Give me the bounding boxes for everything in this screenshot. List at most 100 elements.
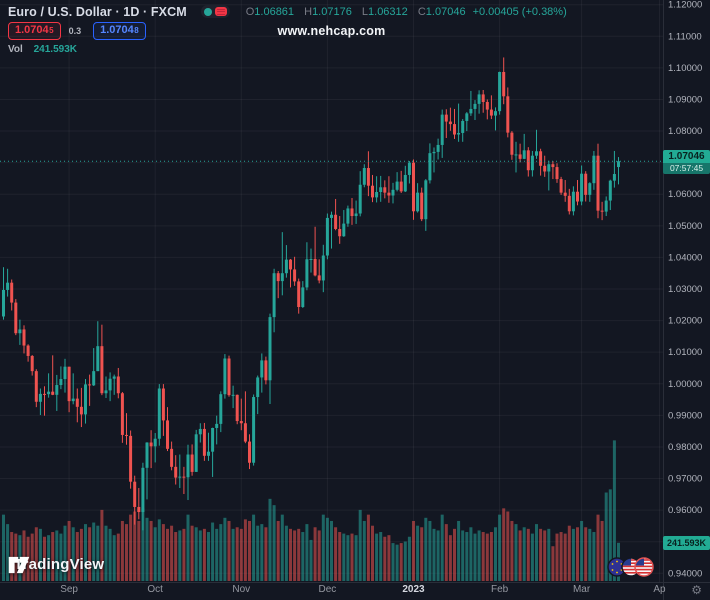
candle-body bbox=[440, 114, 444, 145]
candle-body bbox=[526, 150, 530, 171]
volume-bar bbox=[71, 527, 75, 581]
candle-body bbox=[10, 282, 14, 303]
volume-bar bbox=[137, 520, 141, 581]
volume-bar bbox=[399, 543, 403, 581]
volume-bar bbox=[153, 527, 157, 581]
candle-body bbox=[481, 94, 485, 102]
candle-body bbox=[412, 162, 415, 212]
volume-bar bbox=[358, 509, 362, 581]
candle-wick bbox=[564, 180, 566, 202]
candle-body bbox=[297, 281, 301, 308]
volume-bar bbox=[51, 532, 55, 581]
candle-body bbox=[518, 154, 522, 159]
candle-body bbox=[18, 329, 22, 334]
volume-label: Vol bbox=[8, 44, 23, 55]
symbol-title[interactable]: Euro / U.S. Dollar · 1D · FXCM bbox=[8, 4, 187, 19]
axis-settings-gear-icon[interactable]: ⚙ bbox=[691, 583, 702, 597]
candle-wick bbox=[433, 147, 435, 173]
candle-body bbox=[387, 192, 391, 196]
volume-bar bbox=[313, 527, 317, 581]
price-axis[interactable]: 1.120001.110001.100001.090001.080001.070… bbox=[668, 0, 702, 579]
volume-bar bbox=[141, 508, 145, 581]
close-label: C bbox=[417, 5, 426, 18]
candle-body bbox=[112, 376, 116, 379]
volume-bar bbox=[84, 524, 87, 581]
candle-body bbox=[104, 390, 108, 394]
candle-body bbox=[436, 144, 440, 152]
candle-body bbox=[178, 476, 182, 478]
candle-body bbox=[149, 442, 153, 447]
volume-bar bbox=[489, 532, 493, 581]
volume-bar bbox=[6, 524, 10, 581]
volume-bar bbox=[596, 514, 600, 581]
last-price-value: 1.07046 bbox=[663, 150, 710, 163]
candle-body bbox=[600, 210, 604, 212]
volume-bar bbox=[239, 528, 243, 581]
candle-body bbox=[489, 109, 493, 116]
volume-bar bbox=[453, 528, 456, 581]
last-price-axis-badge[interactable]: 1.07046 07:57:45 bbox=[663, 150, 710, 174]
candle-body bbox=[608, 180, 612, 201]
volume-bar bbox=[506, 511, 510, 581]
candle-body bbox=[453, 124, 456, 135]
time-axis-label: Nov bbox=[232, 584, 250, 595]
volume-bar bbox=[551, 546, 555, 581]
sell-price-button[interactable]: 1.0704 5 bbox=[8, 22, 61, 40]
candle-wick bbox=[216, 415, 218, 445]
candle-body bbox=[202, 428, 206, 456]
candle-body bbox=[239, 421, 243, 424]
candle-wick bbox=[376, 176, 378, 203]
visibility-dot-icon bbox=[203, 7, 212, 16]
volume-bar bbox=[55, 530, 59, 581]
candle-body bbox=[243, 423, 247, 442]
series-visibility-toggle[interactable] bbox=[200, 5, 230, 18]
candle-body bbox=[190, 454, 194, 472]
candle-wick bbox=[89, 374, 91, 406]
candle-wick bbox=[519, 143, 521, 163]
volume-bar bbox=[567, 525, 571, 581]
volume-bar bbox=[309, 539, 313, 581]
volume-bar bbox=[469, 527, 473, 581]
candle-wick bbox=[449, 107, 451, 131]
candle-wick bbox=[146, 442, 148, 500]
volume-bar bbox=[518, 530, 522, 581]
time-axis[interactable]: Sep Oct Nov Dec 2023 Feb Mar Ap bbox=[60, 584, 666, 595]
candle-wick bbox=[318, 259, 320, 284]
candle-wick bbox=[515, 141, 517, 173]
volume-bar bbox=[379, 532, 383, 581]
price-tick-label: 0.99000 bbox=[668, 410, 702, 421]
candle-body bbox=[235, 394, 239, 422]
price-tick-label: 1.04000 bbox=[668, 252, 702, 263]
volume-bar bbox=[104, 525, 108, 581]
volume-bar bbox=[325, 517, 329, 581]
tradingview-logo-text: TradingView bbox=[14, 556, 105, 573]
candle-body bbox=[166, 420, 169, 449]
price-tick-label: 1.03000 bbox=[668, 284, 702, 295]
buy-price-button[interactable]: 1.0704 8 bbox=[93, 22, 146, 40]
candle-body bbox=[125, 434, 128, 436]
candle-body bbox=[330, 214, 333, 218]
volume-bar bbox=[186, 514, 190, 581]
volume-bar bbox=[494, 527, 497, 581]
candle-body bbox=[313, 258, 317, 276]
candle-body bbox=[84, 384, 87, 415]
candle-body bbox=[161, 388, 165, 421]
candle-body bbox=[338, 228, 342, 237]
series-menu-icon bbox=[214, 7, 227, 16]
candle-body bbox=[153, 438, 157, 447]
tradingview-logo[interactable]: TradingView bbox=[8, 556, 105, 574]
volume-indicator-legend[interactable]: Vol 241.593K bbox=[8, 44, 567, 55]
candle-wick bbox=[470, 90, 472, 116]
candle-wick bbox=[474, 100, 476, 120]
candle-body bbox=[350, 208, 354, 217]
volume-bar bbox=[354, 535, 358, 581]
candle-body bbox=[559, 179, 563, 193]
volume-bar bbox=[129, 514, 133, 581]
candle-body bbox=[416, 192, 420, 212]
volume-bar bbox=[67, 520, 71, 581]
candle-body bbox=[309, 258, 313, 260]
candle-body bbox=[157, 388, 161, 439]
volume-bar bbox=[600, 520, 604, 581]
volume-bar bbox=[174, 532, 178, 581]
